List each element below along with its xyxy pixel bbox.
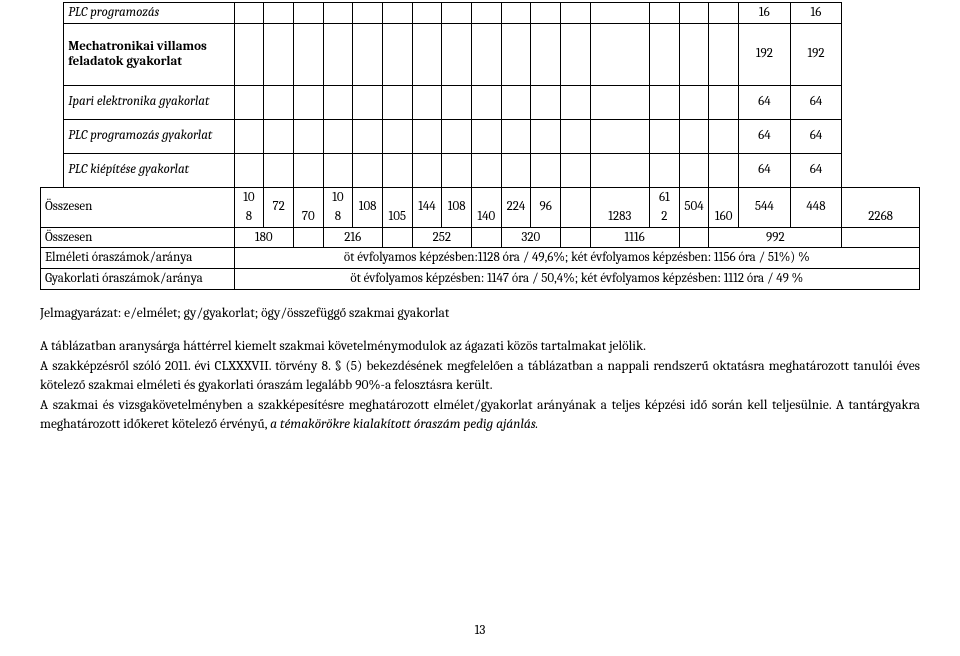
table-row: PLC kiépítése gyakorlat 64 64 (41, 153, 920, 187)
table-row: Mechatronikai villamos feladatok gyakorl… (41, 23, 920, 85)
paragraph: A szakmai és vizsgakövetelményben a szak… (40, 396, 920, 435)
curriculum-table: PLC programozás 16 16 Mechatronikai vill… (40, 2, 920, 290)
cell-value: 192 (790, 23, 842, 85)
cell-value: 64 (790, 153, 842, 187)
cell-value: 16 (790, 3, 842, 24)
cell-value: 64 (739, 119, 791, 153)
page-number: 13 (0, 623, 960, 638)
cell-label: Mechatronikai villamos feladatok gyakorl… (64, 23, 234, 85)
cell-value: 64 (739, 153, 791, 187)
table-row-ratio: Elméleti óraszámok/aránya öt évfolyamos … (41, 248, 920, 269)
cell-text: öt évfolyamos képzésben: 1147 óra / 50,4… (234, 268, 919, 289)
cell-label: PLC kiépítése gyakorlat (64, 153, 234, 187)
cell-label: PLC programozás gyakorlat (64, 119, 234, 153)
paragraph: A szakképzésről szóló 2011. évi CLXXXVII… (40, 357, 920, 396)
cell-label: PLC programozás (64, 3, 234, 24)
cell-value: 64 (790, 85, 842, 119)
legend-text: Jelmagyarázat: e/elmélet; gy/gyakorlat; … (40, 304, 920, 324)
table-row-sum: Összesen 10 72 10 108 144 108 224 96 61 … (41, 187, 920, 207)
cell-value: 64 (739, 85, 791, 119)
cell-label: Összesen (41, 187, 235, 227)
table-row-sum2: Összesen 180 216 252 320 1116 992 (41, 227, 920, 248)
table-row: PLC programozás 16 16 (41, 3, 920, 24)
table-row-ratio: Gyakorlati óraszámok/aránya öt évfolyamo… (41, 268, 920, 289)
table-row: PLC programozás gyakorlat 64 64 (41, 119, 920, 153)
cell-label: Gyakorlati óraszámok/aránya (41, 268, 235, 289)
cell-label: Ipari elektronika gyakorlat (64, 85, 234, 119)
cell-text: öt évfolyamos képzésben:1128 óra / 49,6%… (234, 248, 919, 269)
table-row: Ipari elektronika gyakorlat 64 64 (41, 85, 920, 119)
cell-value: 192 (739, 23, 791, 85)
cell-label: Összesen (41, 227, 235, 248)
cell-value: 16 (739, 3, 791, 24)
paragraph: A táblázatban aranysárga háttérrel kieme… (40, 337, 920, 357)
cell-value: 64 (790, 119, 842, 153)
cell-label: Elméleti óraszámok/aránya (41, 248, 235, 269)
